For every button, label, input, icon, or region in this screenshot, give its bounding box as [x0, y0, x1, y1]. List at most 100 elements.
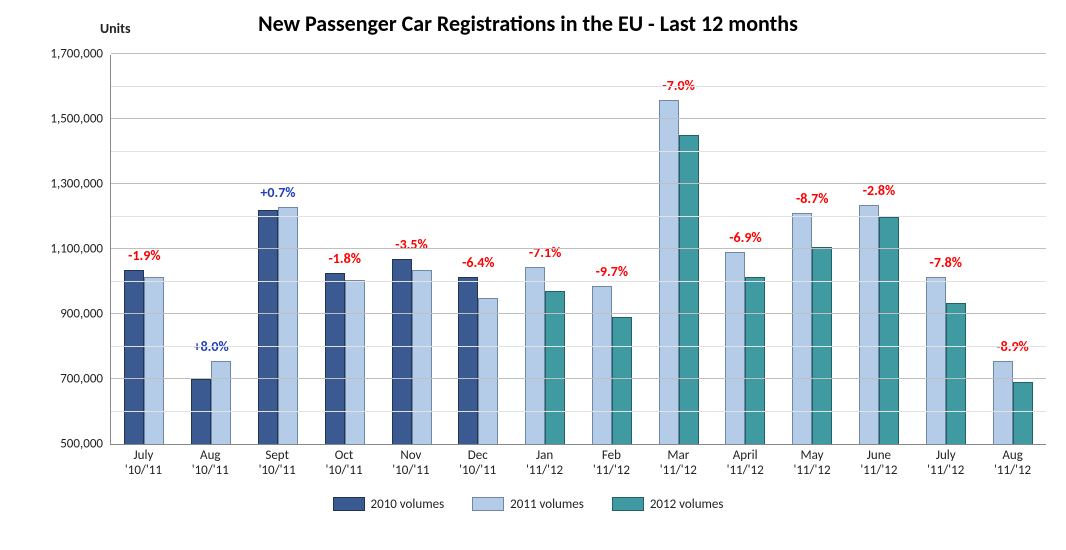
xtick-label: Aug'11/'12: [979, 445, 1046, 479]
xtick-label: May'11/'12: [779, 445, 846, 479]
ytick-label: 1,300,000: [50, 177, 103, 192]
percent-change-label: -8.7%: [796, 190, 828, 207]
gridline-minor: [111, 86, 1046, 87]
bar: [325, 273, 345, 444]
gridline-minor: [111, 346, 1046, 347]
bar: [478, 298, 498, 444]
gridline-major: [111, 53, 1046, 54]
bar: [993, 361, 1013, 444]
x-axis-labels: July'10/'11Aug'10/'11Sept'10/'11Oct'10/'…: [110, 445, 1046, 479]
bar: [592, 286, 612, 444]
bar-group: -6.9%: [712, 55, 779, 444]
xtick-label: Feb'11/'12: [578, 445, 645, 479]
plot-outer: -1.9% +8.0% +0.7% -1.8% -3.5% -6.4% -7.1% -9.7%…: [110, 55, 1046, 445]
xtick-label: Dec'10/'11: [444, 445, 511, 479]
bar-group: -1.9%: [111, 55, 178, 444]
bar: [124, 270, 144, 444]
gridline-minor: [111, 216, 1046, 217]
xtick-label: Jan'11/'12: [511, 445, 578, 479]
percent-change-label: -9.7%: [596, 263, 628, 280]
bar-group: -7.0%: [645, 55, 712, 444]
percent-change-label: -3.5%: [395, 236, 427, 253]
xtick-label: June'11/'12: [845, 445, 912, 479]
bar: [412, 270, 432, 444]
bar: [946, 303, 966, 444]
legend: 2010 volumes 2011 volumes 2012 volumes: [10, 497, 1046, 512]
percent-change-label: -8.9%: [996, 338, 1028, 355]
bar: [191, 379, 211, 444]
bar: [345, 280, 365, 444]
percent-change-label: +0.7%: [260, 184, 295, 201]
bar-group: -1.8%: [311, 55, 378, 444]
gridline-major: [111, 118, 1046, 119]
percent-change-label: -6.4%: [462, 254, 494, 271]
percent-change-label: -1.9%: [128, 247, 160, 264]
legend-label: 2012 volumes: [650, 497, 724, 512]
bar: [278, 207, 298, 444]
bar: [525, 267, 545, 444]
xtick-label: Oct'10/'11: [311, 445, 378, 479]
y-axis-unit-label: Units: [100, 20, 131, 37]
bar: [926, 277, 946, 444]
plot-area: -1.9% +8.0% +0.7% -1.8% -3.5% -6.4% -7.1% -9.7%…: [110, 55, 1046, 445]
bar-group: -8.7%: [779, 55, 846, 444]
ytick-label: 1,700,000: [50, 47, 103, 62]
bar: [258, 210, 278, 444]
xtick-label: Mar'11/'12: [645, 445, 712, 479]
bar: [859, 205, 879, 444]
ytick-label: 500,000: [60, 437, 103, 452]
legend-item: 2012 volumes: [612, 497, 724, 512]
gridline-minor: [111, 411, 1046, 412]
ytick-label: 900,000: [60, 307, 103, 322]
bar-group: -7.8%: [912, 55, 979, 444]
bar: [458, 277, 478, 444]
legend-swatch: [612, 497, 644, 511]
percent-change-label: +8.0%: [194, 338, 229, 355]
legend-item: 2010 volumes: [333, 497, 445, 512]
bar-group: -3.5%: [378, 55, 445, 444]
gridline-minor: [111, 151, 1046, 152]
bar-group: -2.8%: [846, 55, 913, 444]
legend-item: 2011 volumes: [472, 497, 584, 512]
chart-title: New Passenger Car Registrations in the E…: [10, 10, 1046, 37]
legend-label: 2010 volumes: [371, 497, 445, 512]
percent-change-label: -7.8%: [930, 254, 962, 271]
ytick-label: 700,000: [60, 372, 103, 387]
bar-group: -9.7%: [578, 55, 645, 444]
bar: [612, 317, 632, 444]
legend-swatch: [333, 497, 365, 511]
bar-group: -8.9%: [979, 55, 1046, 444]
bar-group: -6.4%: [445, 55, 512, 444]
bar-group: +8.0%: [178, 55, 245, 444]
xtick-label: July'11/'12: [912, 445, 979, 479]
bar: [392, 259, 412, 444]
bar-groups: -1.9% +8.0% +0.7% -1.8% -3.5% -6.4% -7.1% -9.7%…: [111, 55, 1046, 444]
gridline-major: [111, 248, 1046, 249]
percent-change-label: -7.1%: [529, 244, 561, 261]
percent-change-label: -6.9%: [729, 229, 761, 246]
gridline-minor: [111, 281, 1046, 282]
bar: [679, 135, 699, 444]
legend-swatch: [472, 497, 504, 511]
percent-change-label: -1.8%: [329, 250, 361, 267]
ytick-label: 1,500,000: [50, 112, 103, 127]
chart-container: New Passenger Car Registrations in the E…: [0, 0, 1066, 550]
bar: [1013, 382, 1033, 444]
xtick-label: Aug'10/'11: [177, 445, 244, 479]
bar-group: +0.7%: [245, 55, 312, 444]
bar: [545, 291, 565, 444]
ytick-label: 1,100,000: [50, 242, 103, 257]
gridline-major: [111, 313, 1046, 314]
bar: [211, 361, 231, 444]
xtick-label: July'10/'11: [110, 445, 177, 479]
bar: [144, 277, 164, 444]
percent-change-label: -2.8%: [863, 182, 895, 199]
legend-label: 2011 volumes: [510, 497, 584, 512]
bar: [745, 277, 765, 444]
xtick-label: April'11/'12: [712, 445, 779, 479]
gridline-major: [111, 378, 1046, 379]
xtick-label: Nov'10/'11: [377, 445, 444, 479]
gridline-major: [111, 183, 1046, 184]
xtick-label: Sept'10/'11: [244, 445, 311, 479]
bar-group: -7.1%: [512, 55, 579, 444]
